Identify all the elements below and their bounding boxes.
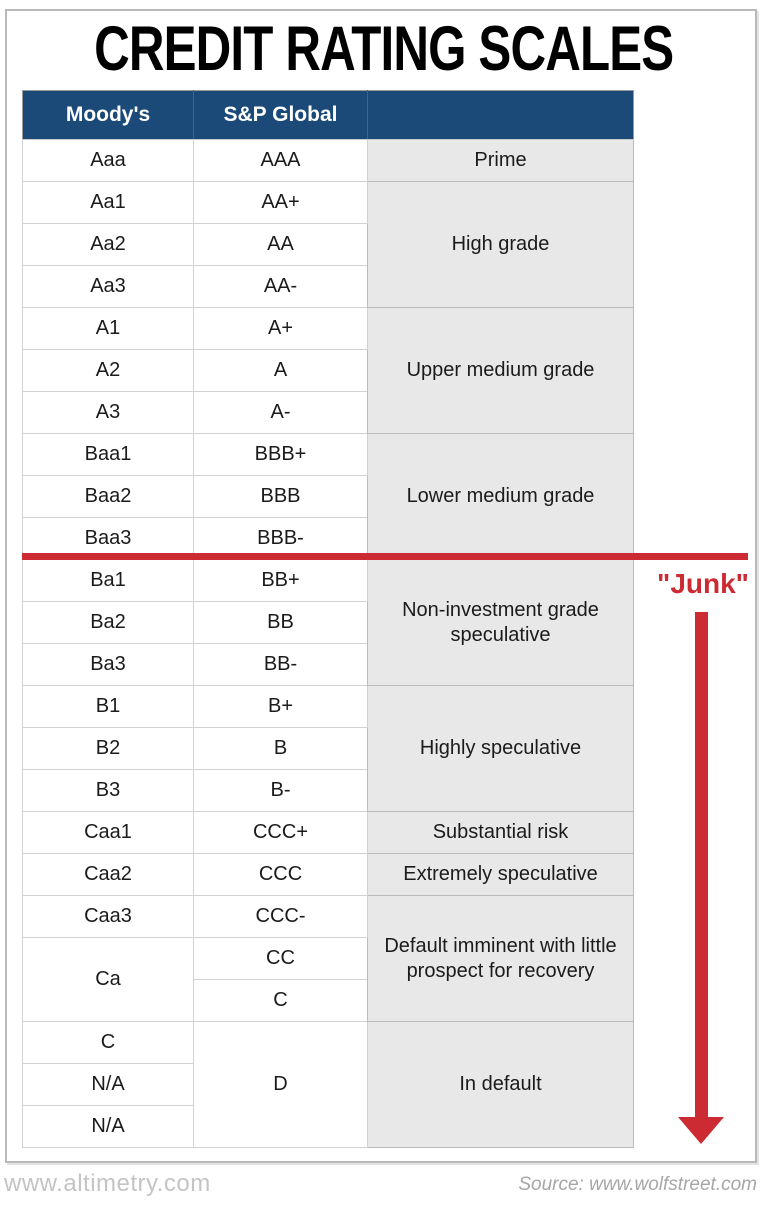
cell-moody-rating: B3: [22, 769, 194, 812]
table-row: C: [23, 979, 634, 1022]
table-row: Caa3 CCC- Default imminent with little pro…: [22, 895, 634, 1022]
cell-grade-description: Lower medium grade: [367, 433, 634, 560]
table-row: Caa2 CCC Extremely speculative: [22, 853, 634, 896]
cell-moody-rating: C: [22, 1021, 194, 1064]
cell-sp-rating: BBB: [193, 475, 368, 518]
cell-sp-rating: CC: [193, 937, 368, 980]
cell-moody-rating: Caa2: [22, 853, 194, 896]
cell-moody-rating: A2: [22, 349, 194, 392]
table-row: B3 B-: [22, 769, 634, 812]
cell-grade-description: Non-investment grade speculative: [367, 559, 634, 686]
cell-sp-rating: BB: [193, 601, 368, 644]
cell-grade-description: In default: [367, 1021, 634, 1148]
table-row: N/A: [22, 1063, 634, 1106]
cell-sp-rating: B-: [193, 769, 368, 812]
cell-sp-rating: CCC-: [193, 895, 368, 938]
down-arrow-shaft: [695, 612, 708, 1117]
cell-sp-rating: AA+: [193, 181, 368, 224]
table-row: Caa1 CCC+ Substantial risk: [22, 811, 634, 854]
table-row: Ca CC: [22, 937, 634, 1022]
table-row: Baa3 BBB-: [22, 517, 634, 560]
cell-sp-rating: A+: [193, 307, 368, 350]
cell-moody-rating: A1: [22, 307, 194, 350]
cell-sp-rating: BB+: [193, 559, 368, 602]
junk-divider-line: [22, 553, 748, 560]
page-title: CREDIT RATING SCALES: [0, 17, 768, 80]
cell-sp-rating: A: [193, 349, 368, 392]
cell-grade-description: Highly speculative: [367, 685, 634, 812]
cell-sp-rating: D: [193, 1021, 368, 1148]
cell-sp-rating: AA-: [193, 265, 368, 308]
header-moodys: Moody's: [22, 90, 194, 140]
table-row: Ba1 BB+ Non-investment grade speculative: [22, 559, 634, 686]
cell-grade-description: Extremely speculative: [367, 853, 634, 896]
table-row: A3 A-: [22, 391, 634, 434]
cell-moody-rating: Aa3: [22, 265, 194, 308]
down-arrow-head-icon: [678, 1117, 724, 1144]
cell-moody-rating: B1: [22, 685, 194, 728]
header-description: [367, 90, 634, 140]
cell-sp-rating: BB-: [193, 643, 368, 686]
table-header-row: Moody's S&P Global: [22, 90, 634, 140]
cell-sp-rating: B: [193, 727, 368, 770]
cell-grade-description: Default imminent with little prospect fo…: [367, 895, 634, 1022]
cell-moody-rating: N/A: [22, 1105, 194, 1148]
cell-grade-description: Substantial risk: [367, 811, 634, 854]
cell-moody-rating: Caa1: [22, 811, 194, 854]
table-row: C D In default: [22, 1021, 634, 1148]
rating-table-body: Aaa AAA Prime Aa1 AA+ High grade Aa2 AA Aa3 AA- A1…: [22, 139, 634, 1148]
cell-moody-rating: B2: [22, 727, 194, 770]
table-row: Aa3 AA-: [22, 265, 634, 308]
cell-grade-description: Prime: [367, 139, 634, 182]
page-title-text: CREDIT RATING SCALES: [94, 13, 674, 84]
cell-sp-rating: A-: [193, 391, 368, 434]
cell-sp-rating: AA: [193, 223, 368, 266]
table-row: A2 A: [22, 349, 634, 392]
cell-moody-rating: Aa1: [22, 181, 194, 224]
table-row: B1 B+ Highly speculative: [22, 685, 634, 812]
cell-moody-rating: Ba3: [22, 643, 194, 686]
cell-moody-rating: A3: [22, 391, 194, 434]
junk-annotation-label: "Junk": [657, 568, 749, 599]
cell-moody-rating: N/A: [22, 1063, 194, 1106]
table-row: B2 B: [22, 727, 634, 770]
cell-moody-rating: Ba1: [22, 559, 194, 602]
cell-moody-rating: Baa2: [22, 475, 194, 518]
cell-sp-rating: B+: [193, 685, 368, 728]
table-row: N/A: [22, 1105, 634, 1148]
cell-sp-rating: C: [193, 979, 368, 1022]
table-row: Baa1 BBB+ Lower medium grade: [22, 433, 634, 560]
table-row: Ba3 BB-: [22, 643, 634, 686]
table-row: Ba2 BB: [22, 601, 634, 644]
cell-moody-rating: Caa3: [22, 895, 194, 938]
cell-sp-rating: BBB+: [193, 433, 368, 476]
cell-sp-rating: AAA: [193, 139, 368, 182]
cell-grade-description: Upper medium grade: [367, 307, 634, 434]
cell-grade-description: High grade: [367, 181, 634, 308]
table-row: Baa2 BBB: [22, 475, 634, 518]
cell-moody-rating: Ca: [22, 937, 194, 1022]
cell-moody-rating: Aa2: [22, 223, 194, 266]
table-row: Aa2 AA: [22, 223, 634, 266]
table-row: A1 A+ Upper medium grade: [22, 307, 634, 434]
cell-moody-rating: Baa3: [22, 517, 194, 560]
cell-moody-rating: Ba2: [22, 601, 194, 644]
rating-table: Moody's S&P Global Aaa AAA Prime Aa1 AA+ High…: [22, 90, 634, 1148]
cell-moody-rating: Baa1: [22, 433, 194, 476]
cell-moody-rating: Aaa: [22, 139, 194, 182]
cell-sp-rating: CCC+: [193, 811, 368, 854]
footer-site-url: www.altimetry.com: [4, 1170, 211, 1197]
cell-sp-rating: BBB-: [193, 517, 368, 560]
table-row: Aa1 AA+ High grade: [22, 181, 634, 308]
table-row: Aaa AAA Prime: [22, 139, 634, 182]
footer-source-credit: Source: www.wolfstreet.com: [518, 1174, 757, 1195]
cell-sp-rating: CCC: [193, 853, 368, 896]
header-sp-global: S&P Global: [193, 90, 368, 140]
